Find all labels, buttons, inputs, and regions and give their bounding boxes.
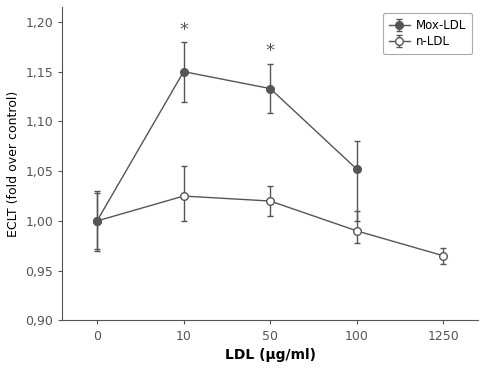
Text: *: * bbox=[265, 42, 274, 60]
X-axis label: LDL (µg/ml): LDL (µg/ml) bbox=[224, 348, 315, 362]
Legend: Mox-LDL, n-LDL: Mox-LDL, n-LDL bbox=[382, 13, 471, 54]
Y-axis label: ECLT (fold over control): ECLT (fold over control) bbox=[7, 90, 20, 237]
Text: *: * bbox=[179, 21, 188, 39]
